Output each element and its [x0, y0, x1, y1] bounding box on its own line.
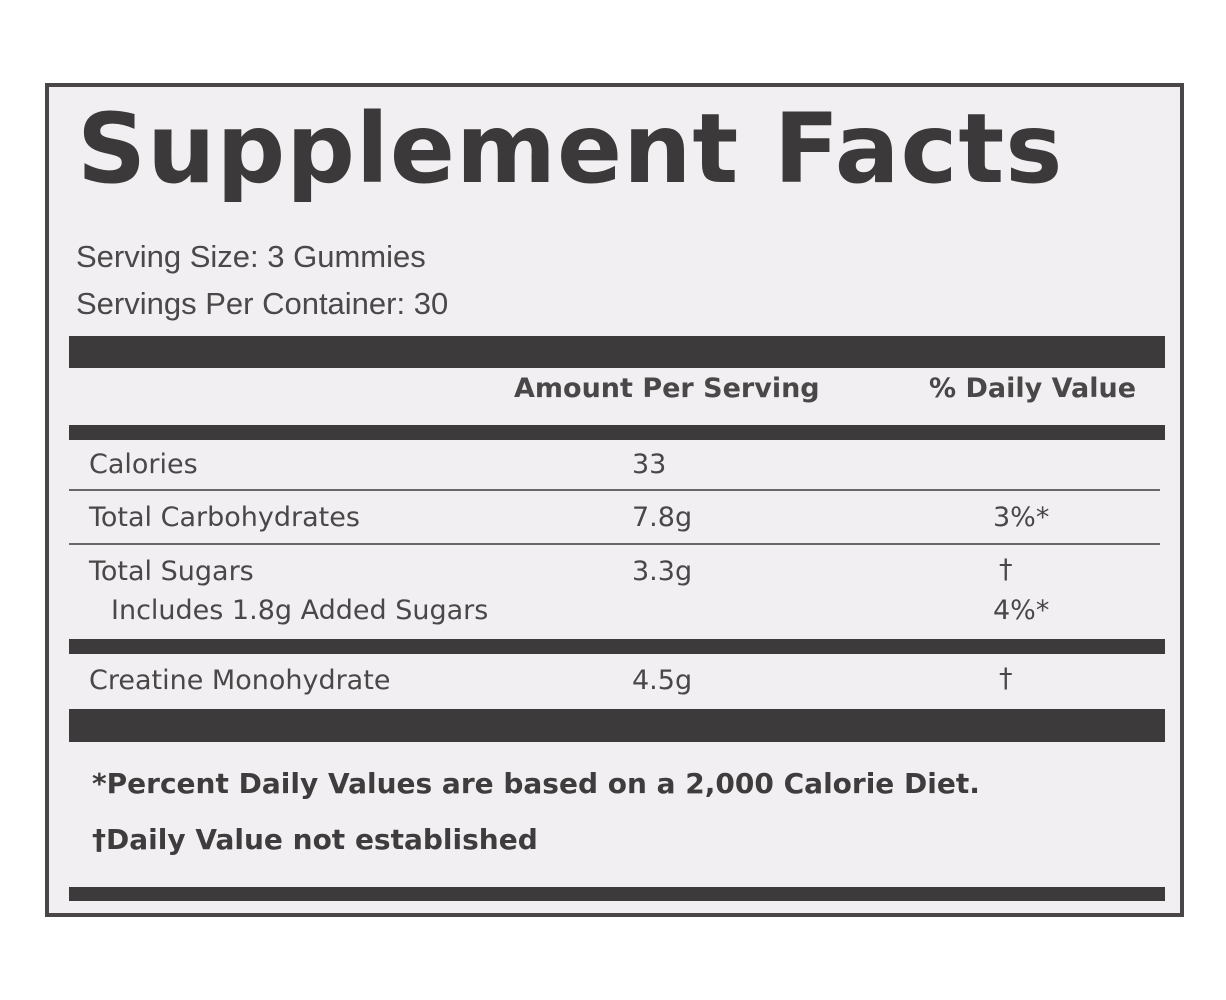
row-creatine-name: Creatine Monohydrate — [89, 665, 391, 696]
footnote-percent-daily: *Percent Daily Values are based on a 2,0… — [92, 767, 980, 800]
row-added-sugars-dv: 4%* — [993, 595, 1050, 626]
servings-per-container: Servings Per Container: 30 — [76, 286, 449, 321]
divider-header — [69, 425, 1165, 440]
serving-size: Serving Size: 3 Gummies — [76, 239, 426, 274]
row-added-sugars-name: Includes 1.8g Added Sugars — [111, 595, 489, 626]
divider-thick-bottom — [69, 709, 1165, 742]
row-sugars-amount: 3.3g — [632, 556, 693, 587]
row-creatine-amount: 4.5g — [632, 665, 693, 696]
row-carbs-name: Total Carbohydrates — [89, 502, 360, 533]
supplement-facts-panel: Supplement Facts Serving Size: 3 Gummies… — [45, 83, 1184, 917]
divider-section — [69, 639, 1165, 654]
footnote-not-established: †Daily Value not established — [92, 823, 538, 856]
row-sugars-dv: † — [999, 554, 1013, 585]
row-carbs-dv: 3%* — [993, 502, 1050, 533]
column-header-amount: Amount Per Serving — [514, 373, 820, 404]
divider-row — [69, 489, 1160, 491]
row-calories-name: Calories — [89, 449, 198, 480]
row-sugars-name: Total Sugars — [89, 556, 254, 587]
divider-row — [69, 543, 1160, 545]
divider-thick-top — [69, 336, 1165, 368]
row-creatine-dv: † — [999, 663, 1013, 694]
row-carbs-amount: 7.8g — [632, 502, 693, 533]
row-calories-amount: 33 — [632, 449, 667, 480]
column-header-daily-value: % Daily Value — [929, 373, 1137, 404]
label-title: Supplement Facts — [77, 93, 1064, 205]
divider-footer — [69, 887, 1165, 901]
